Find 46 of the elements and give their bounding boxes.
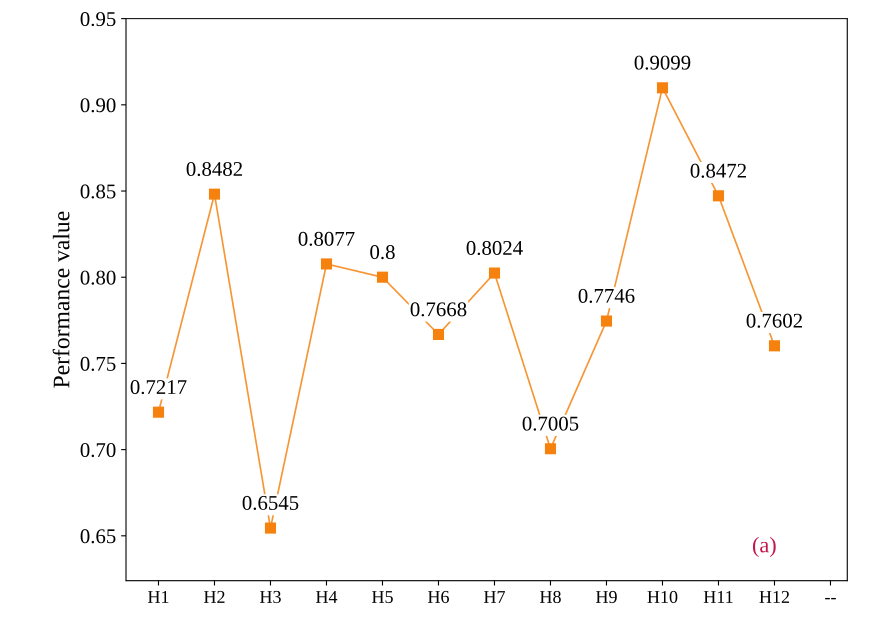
x-tick-label: -- (825, 598, 836, 600)
point (768, 340, 780, 352)
x-tick-label: H6 (428, 590, 449, 604)
point (376, 272, 388, 283)
data-label: 0.8077 (298, 232, 355, 246)
annotation: (a) (752, 536, 776, 557)
data-label: 0.6545 (242, 496, 298, 510)
y-tick-label: 0.90 (80, 98, 116, 112)
y-tick-label: 0.80 (80, 270, 116, 285)
point (656, 82, 668, 94)
point (544, 443, 556, 454)
point (208, 188, 220, 200)
x-tick-label: H10 (647, 590, 678, 604)
data-label: 0.8024 (466, 240, 523, 256)
point (600, 315, 612, 327)
x-tick-label: H5 (372, 591, 393, 604)
y-tick-label: 0.70 (80, 442, 116, 458)
data-label: 0.7668 (410, 302, 466, 316)
data-label: 0.8 (370, 245, 395, 260)
y-tick-label: 0.75 (80, 356, 116, 371)
x-tick-label: H7 (484, 591, 505, 603)
data-label: 0.8472 (690, 164, 746, 178)
x-tick-label: H1 (148, 590, 168, 603)
y-tick-label: 0.65 (80, 529, 116, 544)
x-tick-label: H4 (316, 591, 338, 603)
point (152, 406, 164, 418)
point (264, 522, 276, 534)
point (712, 190, 724, 202)
y-tick-label: 0.95 (80, 12, 116, 26)
x-tick-label: H3 (260, 590, 281, 604)
data-label: 0.8482 (186, 162, 242, 176)
y-axis-title: Performance value (52, 212, 70, 388)
x-tick-label: H11 (704, 590, 733, 603)
x-tick-label: H9 (596, 590, 617, 604)
data-label: 0.7217 (130, 380, 187, 394)
data-label: 0.9099 (634, 56, 690, 70)
data-label: 0.7602 (746, 314, 802, 328)
x-tick-label: H8 (540, 590, 561, 604)
data-label: 0.7005 (522, 416, 578, 431)
y-tick-label: 0.85 (80, 184, 116, 199)
x-tick-label: H2 (204, 590, 225, 603)
point (320, 258, 332, 270)
x-tick-label: H12 (759, 590, 790, 603)
data-label: 0.7746 (578, 288, 634, 303)
point (488, 268, 500, 279)
point (432, 328, 444, 340)
